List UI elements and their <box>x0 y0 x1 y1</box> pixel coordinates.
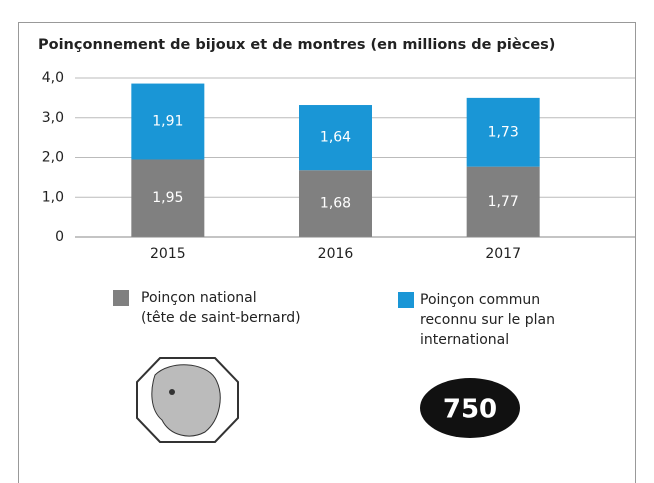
x-tick-label: 2016 <box>318 246 354 262</box>
legend-label: Poinçon commun reconnu sur le plan inter… <box>420 290 555 350</box>
value-label: 1,77 <box>488 194 519 210</box>
value-label: 1,95 <box>152 190 183 206</box>
value-label: 1,64 <box>320 130 351 146</box>
legend-swatch <box>398 292 414 308</box>
logo-text: 750 <box>443 395 497 425</box>
y-tick-label: 3,0 <box>42 110 64 126</box>
chart: Poinçonnement de bijoux et de montres (e… <box>0 0 654 483</box>
y-tick-label: 0 <box>55 229 64 245</box>
logo-750: 750 <box>420 378 520 438</box>
y-tick-label: 4,0 <box>42 70 64 86</box>
chart-title: Poinçonnement de bijoux et de montres (e… <box>38 37 555 53</box>
legend-label: Poinçon national (tête de saint-bernard) <box>141 288 301 328</box>
x-tick-label: 2017 <box>485 246 521 262</box>
legend-swatch <box>113 290 129 306</box>
value-label: 1,68 <box>320 196 351 212</box>
page: Poinçonnement de bijoux et de montres (e… <box>0 0 654 483</box>
value-label: 1,91 <box>152 114 183 130</box>
y-tick-label: 2,0 <box>42 150 64 166</box>
x-tick-label: 2015 <box>150 246 186 262</box>
y-tick-label: 1,0 <box>42 189 64 205</box>
logo-saint-bernard <box>137 358 238 442</box>
value-label: 1,73 <box>488 124 519 140</box>
